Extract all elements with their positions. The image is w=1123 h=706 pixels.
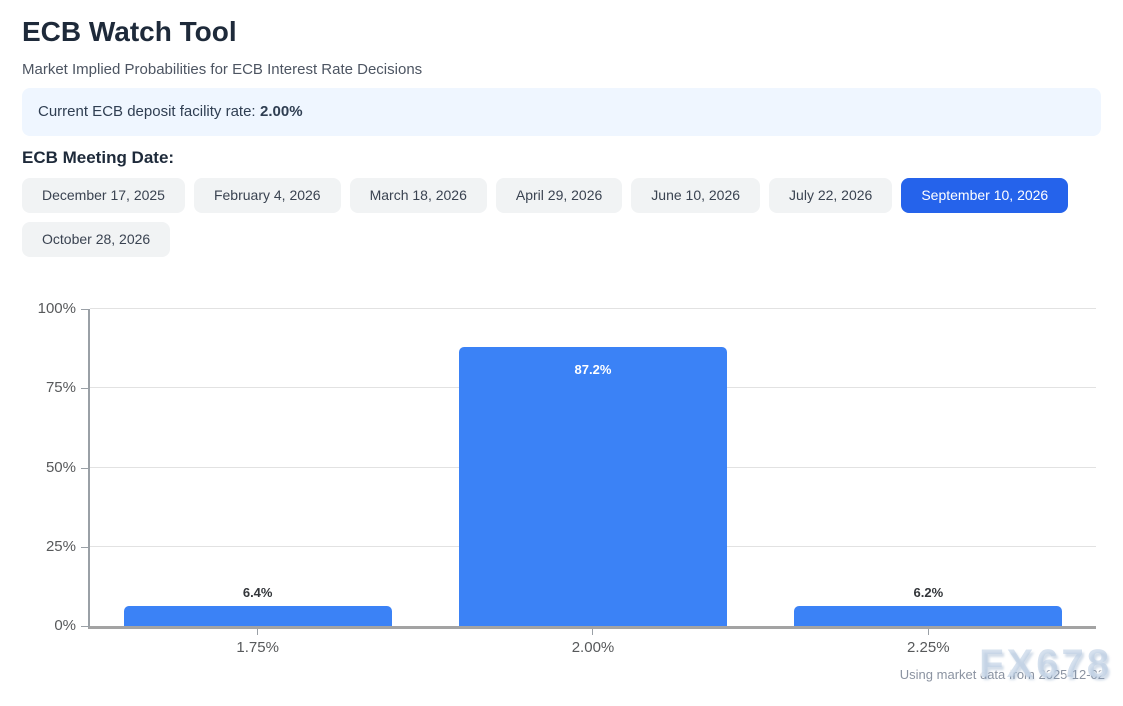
bar-2-25[interactable] <box>794 606 1063 626</box>
page-subtitle: Market Implied Probabilities for ECB Int… <box>22 61 423 78</box>
x-axis-label-1-75: 1.75% <box>236 639 279 656</box>
page-title: ECB Watch Tool <box>22 16 237 47</box>
meeting-date-button-june-10-2026[interactable]: June 10, 2026 <box>631 178 761 213</box>
category-slot-2-25: 6.2% 2.25% <box>761 309 1096 656</box>
bar-value-label-2-25: 6.2% <box>913 585 944 601</box>
y-axis-tick <box>81 467 89 469</box>
x-axis-tick <box>257 629 259 635</box>
meeting-date-button-march-18-2026[interactable]: March 18, 2026 <box>349 178 487 213</box>
plot-area: 0% 25% 50% 75% 100% 6.4% 1.75% 87.2% 2.00% 6.2% 2.… <box>38 300 1096 656</box>
category-slot-1-75: 6.4% 1.75% <box>90 309 425 656</box>
y-axis-tick <box>81 626 89 627</box>
meeting-date-button-september-10-2026[interactable]: September 10, 2026 <box>901 178 1069 213</box>
meeting-date-button-december-17-2025[interactable]: December 17, 2025 <box>22 178 185 213</box>
bar-2-00[interactable] <box>458 346 728 626</box>
current-rate-label: Current ECB deposit facility rate: <box>38 103 256 120</box>
category-slot-2-00: 87.2% 2.00% <box>425 309 760 656</box>
x-axis-tick <box>927 629 929 635</box>
y-axis-tick <box>81 388 89 390</box>
x-axis-tick <box>592 629 594 635</box>
y-axis-tick <box>81 309 89 310</box>
current-rate-banner: Current ECB deposit facility rate: 2.00% <box>22 88 1101 136</box>
x-axis-label-2-25: 2.25% <box>907 639 950 656</box>
y-axis-tick <box>81 546 89 548</box>
y-axis-label-25: 25% <box>45 537 76 555</box>
y-axis-label-50: 50% <box>45 458 76 476</box>
bar-value-label-2-00: 87.2% <box>574 361 612 377</box>
meeting-date-button-october-28-2026[interactable]: October 28, 2026 <box>22 222 171 257</box>
probability-chart: 0% 25% 50% 75% 100% 6.4% 1.75% 87.2% 2.00% 6.2% 2.… <box>22 300 1101 671</box>
meeting-date-button-april-29-2026[interactable]: April 29, 2026 <box>495 178 623 213</box>
y-axis-label-0: 0% <box>54 617 76 634</box>
x-axis-label-2-00: 2.00% <box>571 639 615 656</box>
meeting-date-button-february-4-2026[interactable]: February 4, 2026 <box>193 178 341 213</box>
current-rate-value: 2.00% <box>260 103 303 120</box>
bar-1-75[interactable] <box>123 605 392 626</box>
y-axis-label-100: 100% <box>37 300 76 317</box>
footer-note: Using market data from 2025-12-02 <box>899 667 1105 682</box>
meeting-date-button-group: December 17, 2025 February 4, 2026 March 1… <box>22 178 1101 257</box>
meeting-date-section-label: ECB Meeting Date: <box>22 148 175 167</box>
gridline-100 <box>90 308 1096 309</box>
meeting-date-button-july-22-2026[interactable]: July 22, 2026 <box>769 178 893 213</box>
bar-value-label-1-75: 6.4% <box>242 584 273 600</box>
y-axis-label-75: 75% <box>45 379 76 397</box>
